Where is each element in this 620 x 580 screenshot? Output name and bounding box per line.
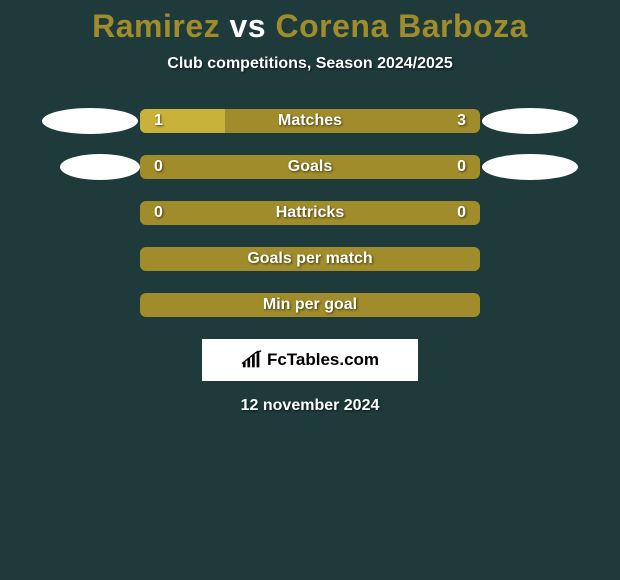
player1-avatar [42,108,138,134]
stat-bar: Goals per match [140,247,480,271]
subtitle: Club competitions, Season 2024/2025 [0,55,620,73]
comparison-card: Ramirez vs Corena Barboza Club competiti… [0,0,620,415]
stat-row: 00Hattricks [0,201,620,225]
stat-row: Min per goal [0,293,620,317]
avatar-slot-right [480,154,580,180]
stat-label: Matches [140,112,480,130]
stat-label: Min per goal [140,296,480,314]
stat-label: Goals [140,158,480,176]
logo-text: FcTables.com [267,350,379,370]
logo-box: FcTables.com [202,339,418,381]
avatar-slot-right [480,108,580,134]
stat-row: Goals per match [0,247,620,271]
stat-row: 13Matches [0,109,620,133]
chart-icon [241,350,263,370]
stat-label: Hattricks [140,204,480,222]
stats-area: 13Matches 00Goals 00Hattricks Goals per mat… [0,109,620,317]
stat-row: 00Goals [0,155,620,179]
player1-name: Ramirez [92,8,220,44]
logo: FcTables.com [241,350,379,370]
player1-avatar [60,154,140,180]
stat-bar: 00Hattricks [140,201,480,225]
stat-bar: Min per goal [140,293,480,317]
player2-avatar [482,154,578,180]
page-title: Ramirez vs Corena Barboza [0,8,620,45]
vs-text: vs [230,8,267,44]
player2-avatar [482,108,578,134]
avatar-slot-left [40,154,140,180]
stat-label: Goals per match [140,250,480,268]
player2-name: Corena Barboza [275,8,527,44]
stat-bar: 13Matches [140,109,480,133]
stat-bar: 00Goals [140,155,480,179]
date: 12 november 2024 [0,397,620,415]
avatar-slot-left [40,108,140,134]
